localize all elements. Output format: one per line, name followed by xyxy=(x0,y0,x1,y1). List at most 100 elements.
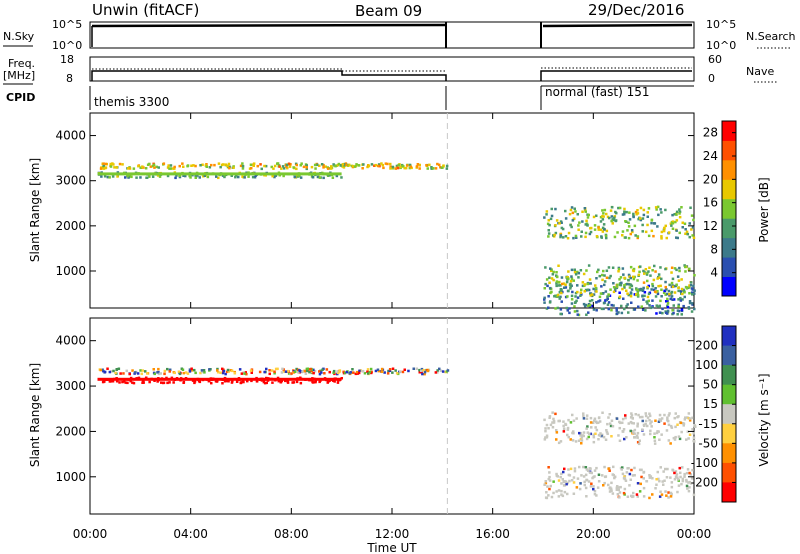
data-cell xyxy=(574,440,578,443)
data-cell xyxy=(223,175,226,179)
data-cell xyxy=(306,367,310,370)
data-cell xyxy=(589,303,592,307)
data-cell xyxy=(271,381,274,384)
data-cell xyxy=(572,279,575,282)
data-cell xyxy=(638,490,642,493)
data-cell xyxy=(558,419,561,423)
data-cell xyxy=(582,272,586,276)
data-cell xyxy=(245,372,248,376)
data-cell xyxy=(642,433,646,436)
data-cell xyxy=(232,165,235,168)
data-cell xyxy=(548,301,552,304)
data-cell xyxy=(570,294,574,298)
data-cell xyxy=(162,162,166,165)
data-cell xyxy=(689,482,693,485)
data-cell xyxy=(546,485,549,488)
data-cell xyxy=(104,166,107,170)
data-cell xyxy=(602,269,605,273)
data-cell xyxy=(343,371,347,375)
data-cell xyxy=(678,231,681,235)
data-cell xyxy=(616,231,619,234)
data-cell xyxy=(688,222,691,225)
colorbar-segment xyxy=(722,345,736,366)
data-cell xyxy=(321,368,324,371)
data-cell xyxy=(668,412,671,415)
data-cell xyxy=(550,214,554,218)
data-cell xyxy=(582,417,586,420)
data-cell xyxy=(649,274,652,277)
data-cell xyxy=(109,165,113,168)
data-cell xyxy=(625,471,629,474)
data-cell xyxy=(631,230,634,234)
data-cell xyxy=(162,381,166,384)
data-cell xyxy=(403,166,406,170)
data-cell xyxy=(637,217,640,221)
data-cell xyxy=(643,291,647,294)
data-cell xyxy=(304,372,308,375)
data-cell xyxy=(679,471,682,475)
data-cell xyxy=(250,379,253,383)
data-cell xyxy=(559,440,563,443)
data-cell xyxy=(148,380,151,384)
data-cell xyxy=(562,484,566,487)
data-cell xyxy=(679,296,682,300)
data-cell xyxy=(605,229,609,233)
data-cell xyxy=(408,163,412,167)
data-cell xyxy=(108,380,112,383)
station-title: Unwin (fitACF) xyxy=(92,1,199,19)
data-cell xyxy=(636,294,640,297)
data-cell xyxy=(622,273,625,276)
data-cell xyxy=(605,276,609,279)
data-cell xyxy=(673,471,676,475)
data-cell xyxy=(669,222,673,225)
data-cell xyxy=(558,297,561,300)
data-cell xyxy=(594,432,597,435)
data-cell xyxy=(660,493,664,496)
data-cell xyxy=(654,487,657,490)
data-cell xyxy=(239,164,243,168)
data-cell xyxy=(594,284,597,287)
data-cell xyxy=(233,372,237,375)
data-cell xyxy=(239,381,242,385)
data-cell xyxy=(312,368,315,372)
data-cell xyxy=(668,283,671,287)
data-cell xyxy=(221,367,224,371)
data-cell xyxy=(608,469,611,472)
data-cell xyxy=(418,371,421,374)
data-cell xyxy=(650,221,653,225)
data-cell xyxy=(570,206,574,209)
data-cell xyxy=(589,416,593,420)
data-cell xyxy=(678,212,681,215)
data-cell xyxy=(683,418,687,421)
data-cell xyxy=(254,174,257,177)
data-cell xyxy=(157,372,161,376)
data-cell xyxy=(592,433,595,436)
data-cell xyxy=(580,230,583,233)
data-cell xyxy=(273,370,276,373)
data-cell xyxy=(144,370,147,373)
data-cell xyxy=(547,427,550,430)
data-cell xyxy=(621,417,625,421)
data-cell xyxy=(646,295,650,299)
data-cell xyxy=(673,291,677,294)
data-cell xyxy=(597,226,600,229)
data-cell xyxy=(593,489,597,493)
data-cell xyxy=(656,205,660,209)
data-cell xyxy=(660,295,663,298)
data-cell xyxy=(149,165,153,168)
data-cell xyxy=(571,219,575,222)
data-cell xyxy=(680,206,683,209)
data-cell xyxy=(552,419,556,423)
data-cell xyxy=(224,163,227,166)
data-cell xyxy=(595,466,598,470)
data-cell xyxy=(576,290,579,294)
data-cell xyxy=(569,282,572,286)
data-cell xyxy=(139,166,142,169)
data-cell xyxy=(566,276,569,279)
data-cell xyxy=(576,313,579,316)
data-cell xyxy=(628,283,631,286)
data-cell xyxy=(255,379,259,383)
data-cell xyxy=(552,278,555,282)
y-tick-label: 1000 xyxy=(55,470,86,484)
